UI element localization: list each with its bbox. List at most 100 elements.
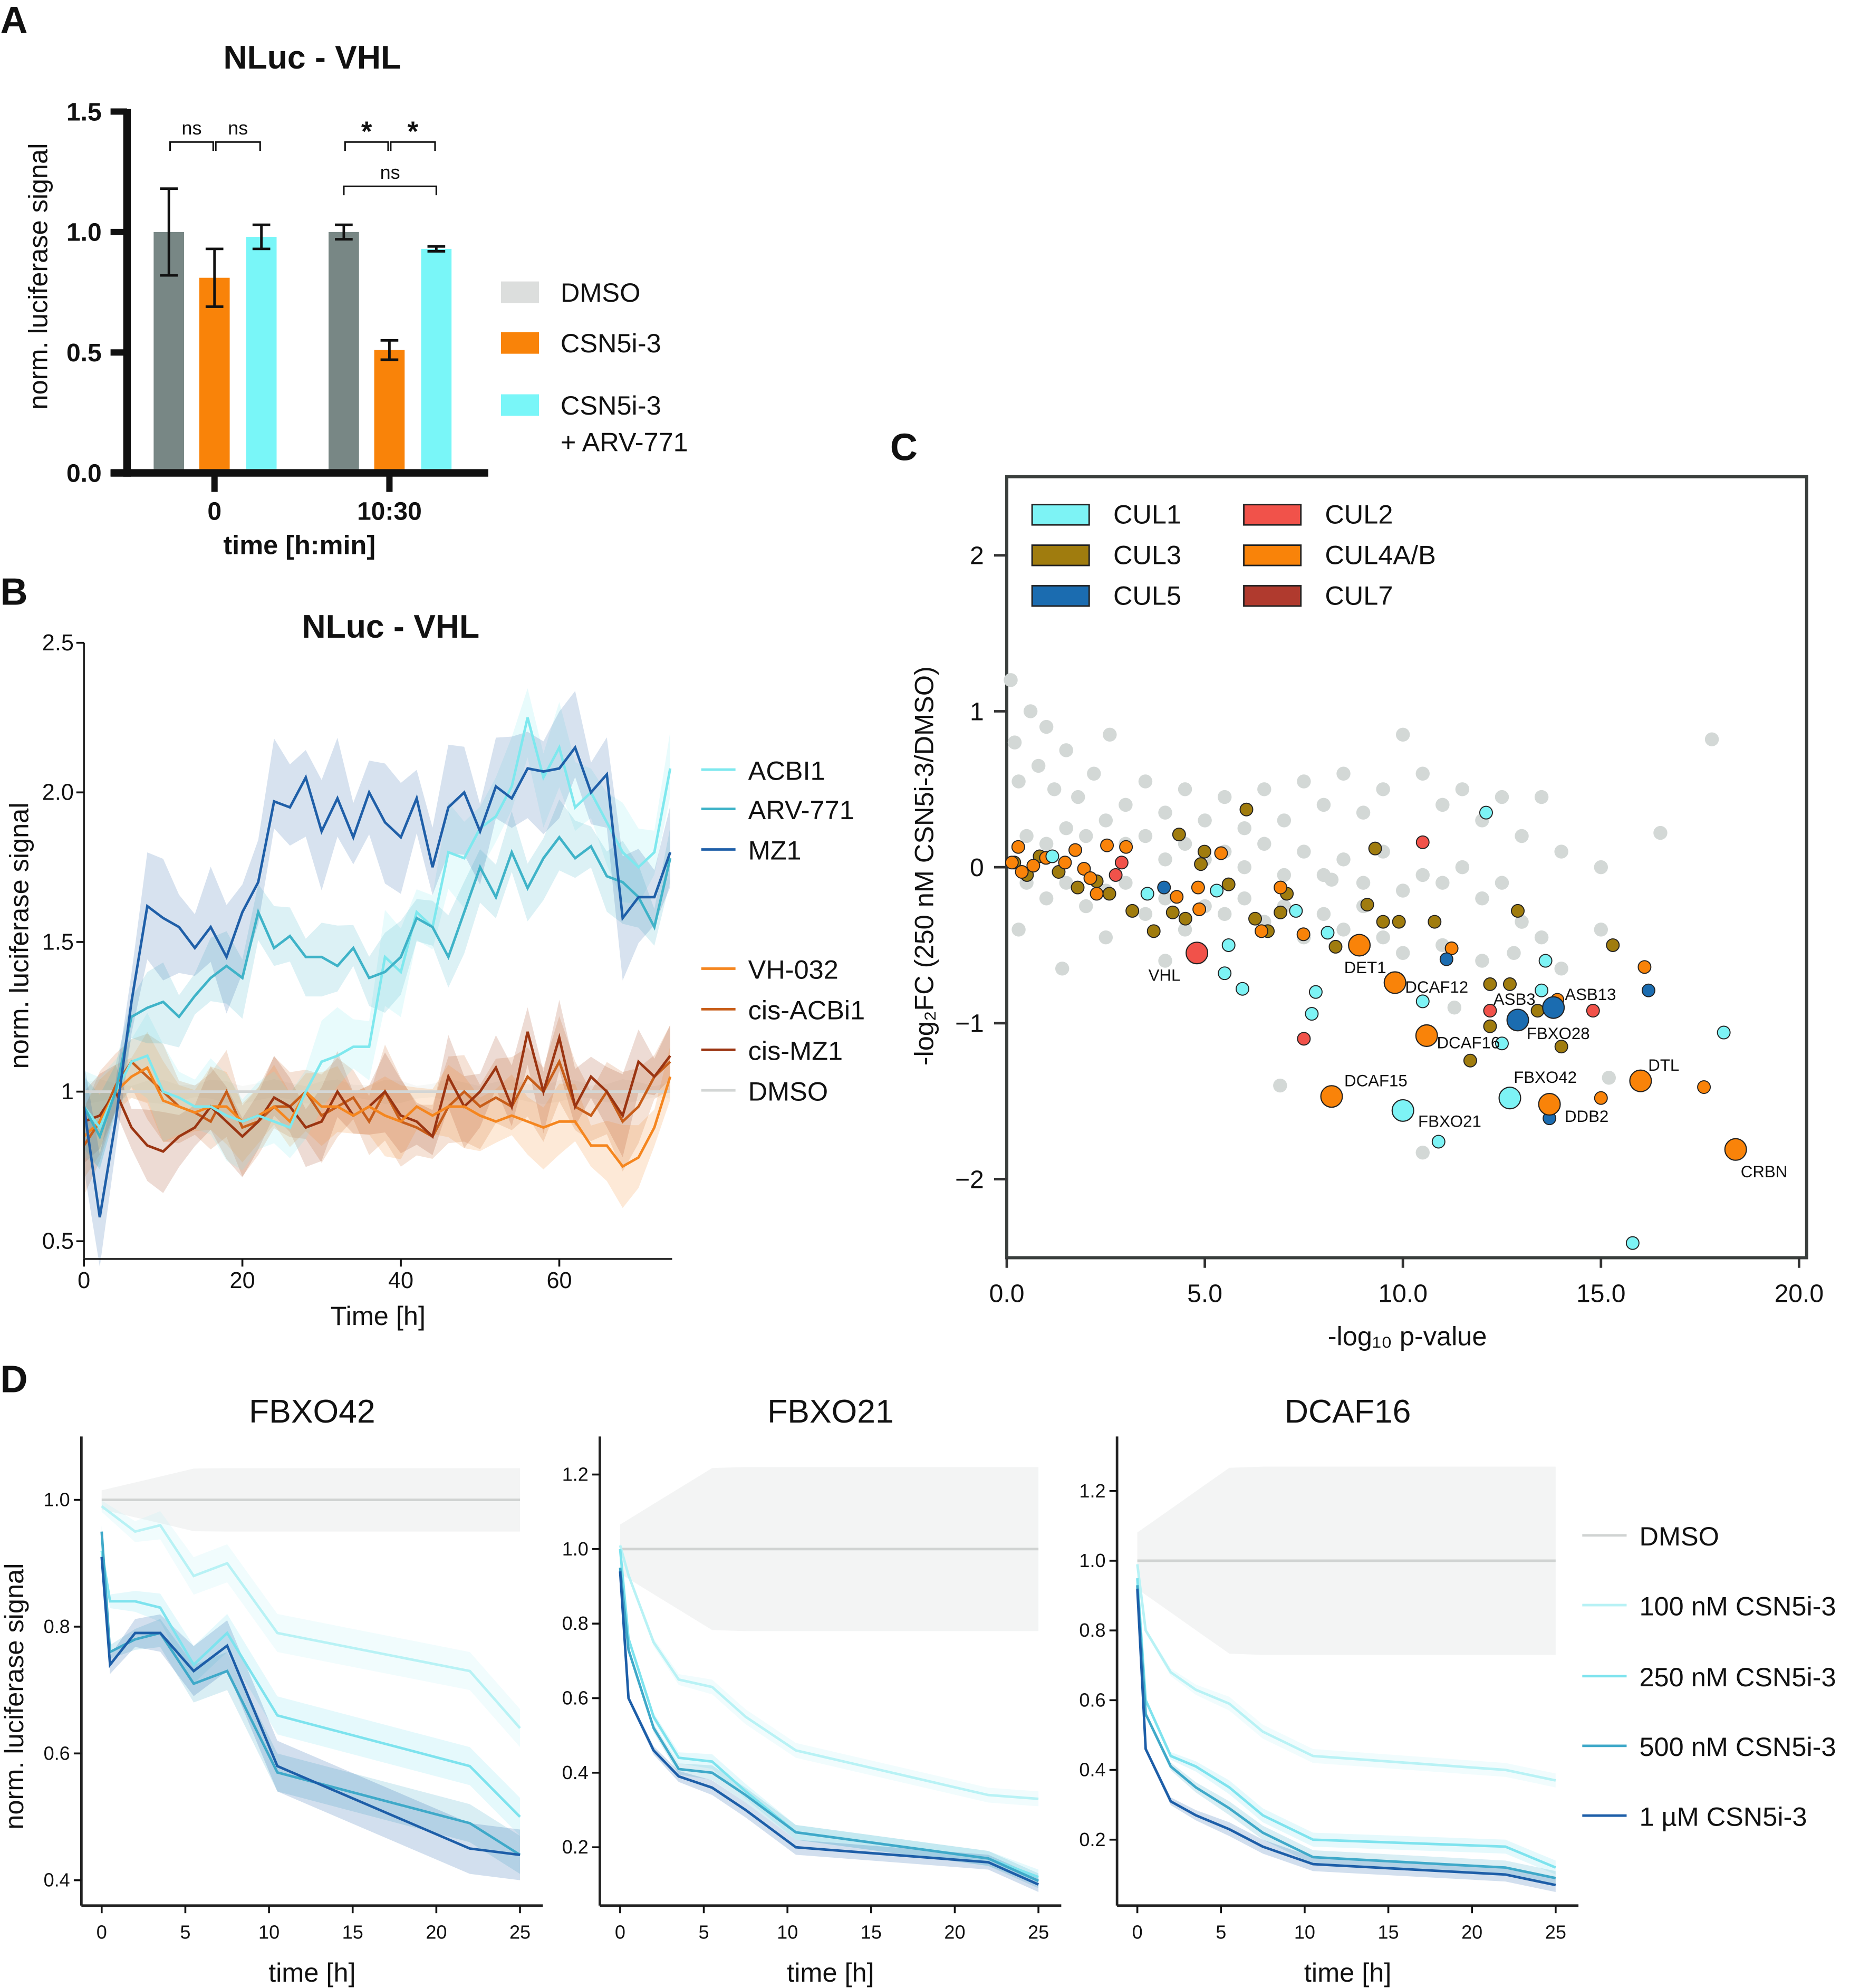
legend-swatch-CUL5	[1031, 585, 1090, 607]
point-CUL4A/B	[1015, 865, 1029, 879]
point-CUL2	[1297, 1032, 1311, 1046]
point-CUL2	[1109, 868, 1123, 882]
point-CRBN	[1724, 1138, 1747, 1161]
background-point	[1336, 852, 1351, 867]
legend-label: DMSO	[748, 1076, 828, 1106]
bar-2-0	[246, 237, 277, 473]
legend-swatch-0	[500, 281, 539, 303]
y-tick-label: 0.2	[562, 1836, 589, 1858]
y-tick-label: 0.4	[562, 1762, 589, 1783]
point-CUL1	[1210, 883, 1224, 898]
point-label-DDB2: DDB2	[1565, 1107, 1608, 1126]
point-CUL4A/B	[1296, 927, 1311, 942]
x-tick-label: 15.0	[1576, 1280, 1626, 1308]
series-line-500 nM CSN5i-3	[619, 1567, 1039, 1883]
background-point	[1534, 790, 1549, 804]
y-tick-label: 1.5	[42, 929, 74, 955]
y-tick-label: −2	[955, 1165, 984, 1194]
panel-b-title: NLuc - VHL	[302, 608, 479, 645]
background-point	[1178, 923, 1192, 937]
background-point	[1415, 1145, 1430, 1160]
point-ASB13	[1542, 996, 1565, 1019]
background-point	[1011, 774, 1026, 789]
legend-label: CUL4A/B	[1325, 540, 1435, 570]
y-tick-label: 1.2	[1079, 1480, 1105, 1502]
y-tick-label: 1.0	[1079, 1550, 1105, 1571]
background-point	[1435, 798, 1450, 812]
point-CUL1	[1321, 926, 1335, 940]
point-CUL3	[1483, 977, 1497, 991]
panel-c-chart: VHL DET1 DCAF12 DCAF16 DCAF15 FBXO21 FBXO42 DDB…	[955, 475, 1824, 1308]
y-tick-label: −1	[955, 1010, 984, 1038]
point-CUL3	[1165, 905, 1180, 919]
background-point	[1079, 899, 1093, 914]
point-CUL3	[1102, 887, 1116, 901]
point-CUL3	[1360, 898, 1374, 912]
significance-bracket	[169, 141, 214, 151]
point-DTL	[1629, 1069, 1652, 1092]
background-point	[1395, 946, 1410, 960]
point-FBXO21	[1391, 1099, 1414, 1122]
point-CUL4A/B	[1170, 890, 1184, 904]
background-point	[1277, 813, 1292, 828]
significance-label: *	[361, 116, 372, 147]
background-point	[1099, 813, 1113, 828]
error-band-100 nM CSN5i-3	[620, 1543, 1039, 1807]
background-point	[1704, 732, 1719, 746]
bar-1-1	[374, 350, 405, 473]
x-tick-label: 25	[1545, 1921, 1566, 1943]
background-point	[1059, 821, 1073, 835]
point-CUL4A/B	[1083, 871, 1097, 885]
error-band-500 nM CSN5i-3	[101, 1525, 521, 1874]
legend-label: ARV-771	[748, 795, 854, 825]
y-tick-label: 0.0	[66, 459, 102, 487]
point-CUL1	[1218, 966, 1232, 981]
plot-frame	[1005, 475, 1808, 1260]
significance-label: ns	[228, 117, 248, 139]
background-point	[1495, 790, 1509, 804]
y-tick-label: 1.0	[66, 218, 102, 247]
point-CUL1	[1221, 938, 1236, 952]
chart-DCAF16: DCAF16 0.2 0.4 0.6 0.8 1.0 1.2 0 5 10 15 20 25 time […	[1079, 1393, 1579, 1987]
series-line-1 µM CSN5i-3	[619, 1571, 1039, 1886]
point-DCAF12	[1383, 971, 1406, 994]
point-CUL3	[1052, 865, 1066, 879]
background-point	[1594, 860, 1608, 875]
point-CUL3	[1125, 904, 1140, 918]
panel-a-xlabel: time [h:min]	[223, 530, 375, 560]
point-DCAF16	[1415, 1024, 1438, 1047]
point-CUL3	[1328, 939, 1343, 954]
y-tick-label: 2	[970, 542, 984, 570]
series-line-100 nM CSN5i-3	[1136, 1564, 1556, 1782]
background-point	[1217, 790, 1232, 804]
background-point	[1217, 907, 1232, 921]
series-line-VH-032	[83, 1065, 672, 1168]
background-point	[1047, 782, 1062, 796]
error-band-ARV-771	[84, 799, 670, 1170]
x-tick-label: 0	[97, 1921, 107, 1943]
background-point	[1435, 876, 1450, 890]
significance-label: ns	[380, 161, 400, 183]
point-CUL3	[1392, 915, 1406, 929]
y-tick-label: 0.8	[562, 1612, 589, 1634]
x-axis-label: time [h]	[268, 1957, 355, 1987]
x-tick-label: 0	[207, 497, 221, 526]
background-point	[1415, 868, 1430, 882]
point-CUL4A/B	[1637, 960, 1652, 974]
background-point	[1316, 798, 1331, 812]
background-point	[1415, 766, 1430, 781]
point-CUL4A/B	[1090, 887, 1104, 901]
x-tick-label: 20	[230, 1268, 255, 1293]
x-tick-label: 20	[426, 1921, 447, 1943]
point-CUL3	[1146, 924, 1161, 938]
y-tick-label: 1.0	[562, 1538, 589, 1560]
legend-label: CUL5	[1113, 581, 1181, 611]
chart-FBXO21: FBXO21 0.2 0.4 0.6 0.8 1.0 1.2 0 5 10 15 20 25 time […	[562, 1393, 1062, 1987]
background-point	[1507, 946, 1521, 960]
point-CUL4A/B	[1058, 856, 1072, 870]
background-point	[1475, 891, 1489, 906]
panel-letter-d: D	[1, 1358, 28, 1400]
background-point	[1455, 860, 1470, 875]
point-CUL1	[1140, 887, 1154, 901]
